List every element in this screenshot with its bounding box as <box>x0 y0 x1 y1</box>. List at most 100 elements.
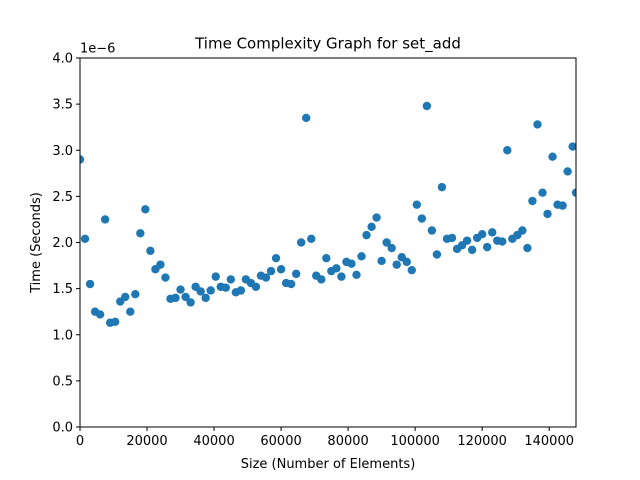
data-point <box>427 226 437 235</box>
data-point <box>161 273 170 282</box>
data-point <box>332 264 341 273</box>
data-point <box>206 286 215 295</box>
data-point <box>201 293 210 303</box>
data-point <box>387 243 396 253</box>
data-point <box>337 272 346 281</box>
data-point <box>276 265 286 274</box>
data-point <box>412 200 422 209</box>
data-point <box>176 285 185 294</box>
data-point <box>488 228 497 237</box>
data-point <box>80 234 90 244</box>
y-axis-title: Time (Seconds) <box>29 192 44 294</box>
data-point <box>523 243 532 253</box>
y-tick-label: 0.0 <box>52 421 73 436</box>
data-point <box>146 246 155 256</box>
data-point <box>80 155 85 164</box>
data-point <box>528 196 537 206</box>
data-point <box>503 146 512 155</box>
data-point <box>211 272 220 281</box>
data-point <box>171 293 180 303</box>
data-point <box>85 279 95 289</box>
data-point <box>186 298 195 307</box>
data-point <box>548 152 557 161</box>
data-point <box>382 238 391 247</box>
data-point <box>286 279 296 289</box>
y-tick-label: 2.0 <box>52 236 73 251</box>
data-point <box>477 229 487 239</box>
x-tick-label: 40000 <box>193 434 234 449</box>
data-point <box>261 273 271 282</box>
x-tick-label: 140000 <box>524 434 574 449</box>
x-tick-label: 60000 <box>260 434 301 449</box>
data-point <box>437 182 447 192</box>
data-point <box>121 292 130 302</box>
data-point <box>543 209 552 219</box>
data-point <box>291 269 301 279</box>
x-tick-label: 80000 <box>327 434 368 449</box>
y-tick-label: 3.0 <box>52 144 73 159</box>
data-point <box>482 242 492 252</box>
y-tick-label: 2.5 <box>52 190 73 205</box>
data-point <box>110 317 120 327</box>
data-point <box>462 236 472 245</box>
data-point <box>362 230 371 240</box>
data-point <box>432 250 442 259</box>
data-point <box>538 188 547 197</box>
data-point <box>498 237 507 246</box>
y-tick-label: 1.5 <box>52 282 73 297</box>
data-point <box>402 257 411 267</box>
data-point <box>317 275 326 284</box>
data-point <box>533 120 542 129</box>
data-points <box>80 101 576 327</box>
data-point <box>467 245 477 255</box>
plot-area-frame <box>79 57 577 428</box>
data-point <box>558 201 567 210</box>
data-point <box>367 222 376 232</box>
data-point <box>322 253 331 263</box>
chart-title: Time Complexity Graph for set_add <box>194 35 461 54</box>
data-point <box>302 113 311 123</box>
data-point <box>100 215 110 224</box>
data-point <box>251 282 261 291</box>
data-point <box>417 214 427 223</box>
data-point <box>563 167 572 176</box>
data-point <box>141 205 150 214</box>
data-point <box>407 265 416 275</box>
data-point <box>196 287 205 296</box>
data-point <box>271 253 281 263</box>
x-tick-label: 20000 <box>126 434 167 449</box>
data-point <box>392 260 401 269</box>
data-point <box>131 289 140 299</box>
y-tick-label: 4.0 <box>52 52 73 67</box>
data-point <box>568 142 576 151</box>
x-tick-label: 0 <box>76 434 84 449</box>
data-point <box>296 238 306 247</box>
data-point <box>518 226 527 235</box>
data-point <box>126 307 135 316</box>
y-tick-label: 3.5 <box>52 98 73 113</box>
data-point <box>422 101 432 111</box>
data-point <box>221 283 230 292</box>
data-point <box>357 252 366 261</box>
data-point <box>377 256 386 266</box>
data-point <box>181 292 190 302</box>
data-point <box>95 310 105 319</box>
data-point <box>266 266 276 276</box>
data-point <box>156 260 165 269</box>
data-point <box>372 213 381 222</box>
data-point <box>226 275 236 284</box>
data-point <box>447 233 457 243</box>
data-point <box>236 286 246 295</box>
data-point <box>347 259 356 268</box>
y-tick-label: 1.0 <box>52 328 73 343</box>
data-point <box>307 234 316 244</box>
y-tick-label: 0.5 <box>52 374 73 389</box>
y-axis-scale-label: 1e−6 <box>80 42 115 57</box>
x-tick-label: 100000 <box>390 434 440 449</box>
data-point <box>352 270 361 279</box>
axis-ticks: 0 20000 40000 60000 80000 100000 120000 140000 0… <box>52 52 574 450</box>
x-tick-label: 120000 <box>457 434 507 449</box>
x-axis-title: Size (Number of Elements) <box>241 457 416 472</box>
